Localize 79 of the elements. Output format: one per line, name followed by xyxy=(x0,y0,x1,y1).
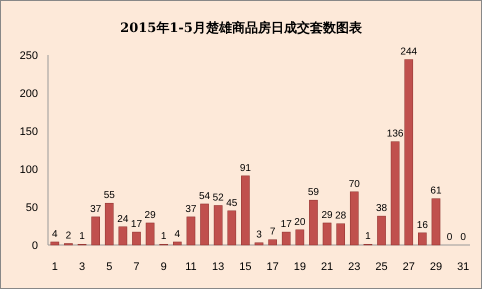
data-label: 45 xyxy=(226,198,238,209)
y-tick-label: 100 xyxy=(20,164,38,176)
y-tick-label: 150 xyxy=(20,126,38,138)
data-label: 55 xyxy=(104,190,116,202)
data-label: 17 xyxy=(130,219,142,230)
y-tick-label: 200 xyxy=(20,88,38,100)
data-label: 37 xyxy=(90,204,102,215)
data-label: 54 xyxy=(198,190,211,202)
data-label: 3 xyxy=(256,230,262,241)
bar xyxy=(200,204,209,246)
data-label: 1 xyxy=(160,231,167,242)
x-tick-label: 27 xyxy=(402,261,415,273)
data-label: 136 xyxy=(386,128,404,140)
x-tick-label: 17 xyxy=(266,261,279,273)
x-tick-label: 3 xyxy=(78,261,86,273)
bar xyxy=(404,59,414,246)
bar xyxy=(268,239,277,246)
bar xyxy=(50,242,60,246)
y-tick-label: 50 xyxy=(26,202,38,214)
data-label: 0 xyxy=(460,232,466,243)
data-label: 37 xyxy=(185,204,197,215)
data-label: 244 xyxy=(400,46,418,58)
x-tick-label: 15 xyxy=(239,261,252,273)
bar xyxy=(418,232,427,246)
bar xyxy=(309,200,318,246)
bar xyxy=(254,242,264,246)
data-label: 16 xyxy=(416,220,428,231)
bar xyxy=(146,222,154,246)
bar xyxy=(186,216,196,246)
data-label: 7 xyxy=(270,226,276,238)
chart-title: 2015年1-5月楚雄商品房日成交套数图表 xyxy=(120,20,363,36)
x-tick-label: 29 xyxy=(430,261,442,273)
bar xyxy=(390,141,400,246)
data-label: 29 xyxy=(144,210,156,221)
data-label: 52 xyxy=(212,192,224,204)
data-label: 29 xyxy=(322,210,334,221)
bar xyxy=(132,232,141,246)
data-label: 28 xyxy=(335,210,347,222)
data-label: 2 xyxy=(66,230,72,242)
data-label: 1 xyxy=(365,231,372,242)
bar xyxy=(377,216,386,246)
bar xyxy=(118,226,128,246)
data-label: 24 xyxy=(117,214,129,225)
data-label: 70 xyxy=(348,178,360,190)
x-tick-label: 9 xyxy=(160,261,167,273)
bar xyxy=(296,230,304,246)
y-tick-label: 250 xyxy=(20,50,38,62)
data-label: 1 xyxy=(79,231,86,242)
bar xyxy=(172,242,182,246)
data-label: 4 xyxy=(52,228,58,240)
x-tick-label: 1 xyxy=(52,261,58,273)
bar xyxy=(282,232,291,246)
data-label: 91 xyxy=(240,162,252,174)
data-label: 59 xyxy=(308,187,320,198)
bar xyxy=(241,176,250,246)
x-tick-label: 23 xyxy=(348,261,360,273)
x-tick-label: 19 xyxy=(294,261,306,273)
data-label: 61 xyxy=(430,186,442,197)
x-tick-label: 11 xyxy=(185,261,197,273)
x-tick-label: 7 xyxy=(133,261,140,273)
data-label: 17 xyxy=(280,219,292,230)
bar xyxy=(336,223,346,246)
x-tick-label: 13 xyxy=(212,261,224,273)
x-tick-label: 5 xyxy=(106,261,112,273)
data-label: 38 xyxy=(376,203,388,214)
bar xyxy=(432,198,440,246)
bar xyxy=(322,222,332,246)
x-tick-label: 21 xyxy=(320,261,334,273)
bar xyxy=(91,216,100,246)
bar xyxy=(214,205,222,246)
x-tick-label: 31 xyxy=(457,261,470,273)
bar xyxy=(104,202,114,246)
x-tick-label: 25 xyxy=(375,261,388,273)
data-label: 20 xyxy=(294,216,306,228)
bar xyxy=(227,210,236,246)
y-tick-label: 0 xyxy=(32,240,38,252)
data-label: 0 xyxy=(446,232,453,243)
bar xyxy=(350,192,359,246)
data-label: 4 xyxy=(174,228,181,240)
